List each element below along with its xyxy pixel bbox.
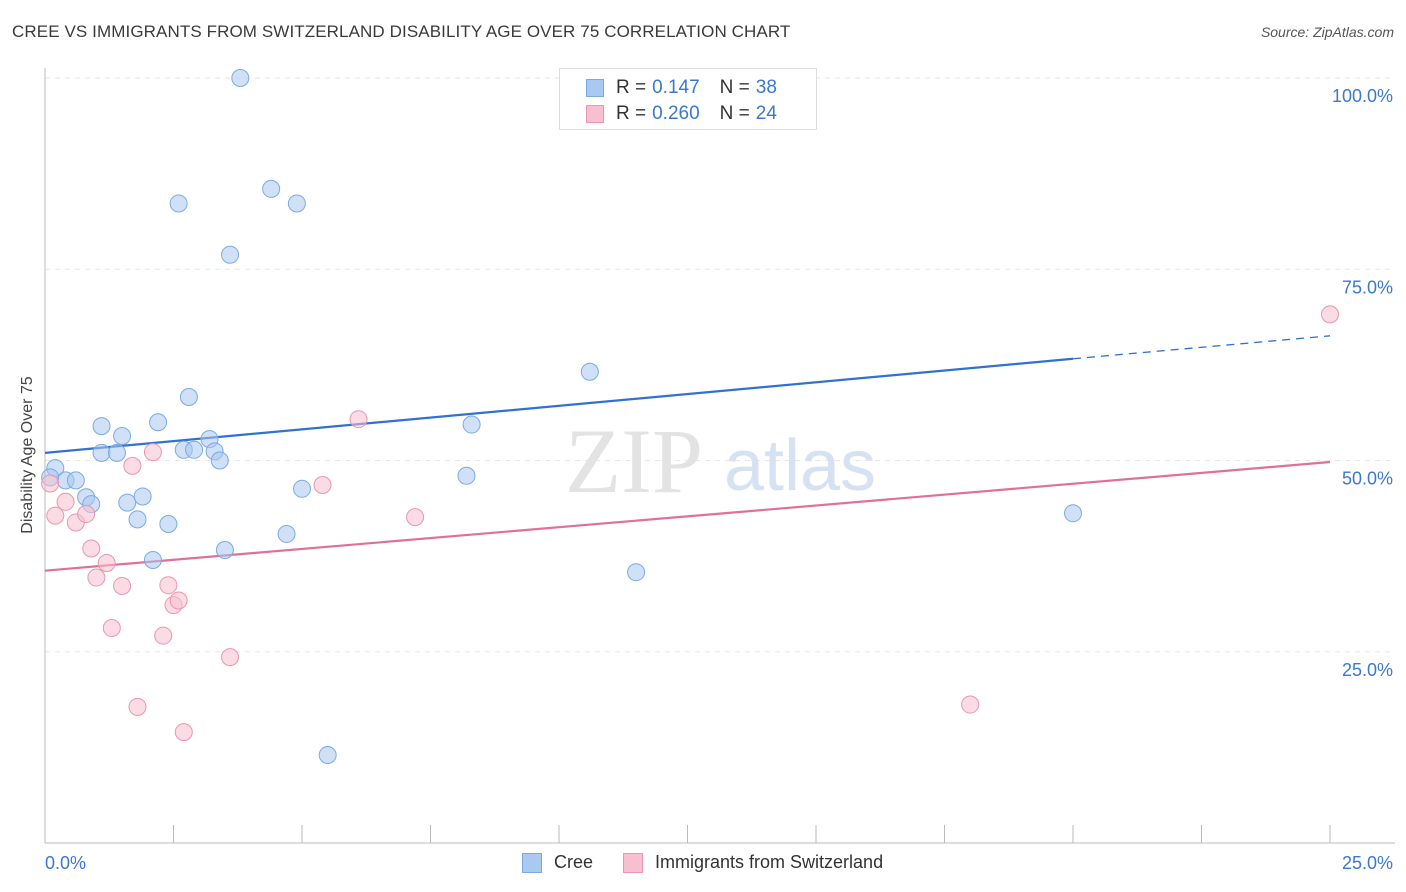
data-point (457, 466, 476, 485)
data-point (231, 69, 250, 87)
trend-line-cree-extension (1072, 335, 1331, 360)
data-point (133, 487, 152, 506)
legend-r-value-swiss: 0.260 (652, 103, 700, 124)
data-point (41, 474, 60, 493)
chart-source: Source: ZipAtlas.com (1260, 24, 1394, 40)
data-point (1064, 504, 1082, 523)
data-point (179, 388, 198, 407)
y-axis-label: Disability Age Over 75 (19, 376, 36, 534)
legend-r-label: R = (616, 77, 647, 98)
data-point (102, 619, 121, 638)
data-point (87, 568, 106, 587)
data-point (174, 723, 193, 742)
data-point (627, 563, 646, 582)
legend-n-label: N = (719, 103, 750, 124)
data-point (221, 245, 240, 264)
legend-n-value-cree: 38 (755, 77, 777, 98)
data-point (97, 554, 116, 573)
data-point (143, 550, 162, 569)
data-point (128, 697, 147, 716)
data-point (961, 695, 980, 714)
data-point (262, 179, 281, 198)
data-point (215, 541, 234, 560)
series-swatch-swiss (623, 852, 644, 873)
series-legend: Cree Immigrants from Switzerland (522, 852, 913, 873)
data-point (113, 576, 132, 595)
data-point (580, 362, 599, 381)
data-point (221, 648, 240, 667)
data-points (41, 69, 1339, 765)
data-point (143, 443, 162, 462)
legend-n-value-swiss: 24 (755, 103, 777, 124)
y-tick-label: 100.0% (1332, 86, 1393, 106)
x-tick-label: 0.0% (45, 853, 86, 873)
data-point (123, 456, 142, 475)
watermark-zip: ZIP (565, 410, 703, 512)
series-swatch-cree (522, 852, 542, 873)
grid-lines (45, 77, 1395, 653)
y-tick-label: 75.0% (1342, 277, 1393, 297)
y-tick-label: 50.0% (1342, 469, 1393, 489)
data-point (154, 626, 173, 645)
data-point (406, 508, 425, 527)
data-point (169, 194, 188, 213)
data-point (349, 410, 368, 429)
data-point (66, 471, 85, 490)
legend-swatch-cree (586, 79, 604, 97)
data-point (46, 506, 65, 525)
series-legend-swiss[interactable]: Immigrants from Switzerland (623, 852, 883, 873)
data-point (56, 492, 75, 511)
data-point (169, 591, 188, 610)
data-point (118, 493, 137, 512)
data-point (159, 576, 178, 595)
legend-row-swiss: R = 0.260 N = 24 (586, 103, 777, 125)
legend-r-value-cree: 0.147 (652, 77, 700, 98)
stats-legend: R = 0.147 N = 38 R = 0.260 N = 24 (559, 68, 817, 130)
data-point (159, 514, 178, 533)
legend-swatch-swiss (586, 105, 604, 123)
watermark-atlas: atlas (724, 426, 876, 506)
data-point (128, 510, 147, 529)
legend-n-label: N = (719, 77, 750, 98)
data-point (293, 479, 311, 498)
data-point (77, 505, 96, 524)
trend-line-cree (44, 357, 1074, 454)
axes (44, 68, 1395, 844)
data-point (113, 427, 132, 446)
data-point (92, 417, 111, 436)
trend-line-swiss (44, 460, 1331, 572)
series-label-cree: Cree (554, 852, 594, 872)
data-point (313, 475, 332, 494)
data-point (82, 539, 101, 558)
y-tick-label: 25.0% (1342, 660, 1393, 680)
data-point (107, 443, 126, 462)
data-point (462, 415, 481, 434)
legend-r-label: R = (616, 103, 647, 124)
data-point (318, 746, 337, 765)
data-point (1321, 305, 1339, 324)
tick-labels: 25.0% 50.0% 75.0% 100.0% 0.0% 25.0% (45, 86, 1393, 873)
data-point (149, 413, 168, 432)
series-legend-cree[interactable]: Cree (522, 852, 593, 873)
data-point (277, 524, 296, 543)
data-point (287, 194, 306, 213)
watermark: ZIP atlas (565, 410, 876, 512)
series-label-swiss: Immigrants from Switzerland (655, 852, 884, 872)
data-point (92, 443, 111, 462)
legend-row-cree: R = 0.147 N = 38 (586, 77, 777, 99)
data-point (210, 451, 229, 470)
chart-title: CREE VS IMMIGRANTS FROM SWITZERLAND DISA… (12, 22, 791, 41)
data-point (185, 440, 204, 459)
x-tick-label: 25.0% (1342, 853, 1393, 873)
